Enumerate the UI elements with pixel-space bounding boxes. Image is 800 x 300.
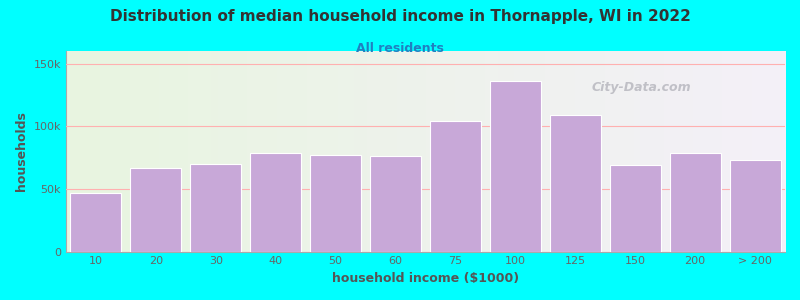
Bar [310, 155, 361, 252]
Bar [670, 152, 721, 252]
Bar [730, 160, 781, 252]
Bar [550, 115, 601, 252]
X-axis label: household income ($1000): household income ($1000) [332, 272, 519, 285]
Text: Distribution of median household income in Thornapple, WI in 2022: Distribution of median household income … [110, 9, 690, 24]
Bar [370, 156, 421, 252]
Text: All residents: All residents [356, 42, 444, 55]
Bar [130, 168, 182, 252]
Y-axis label: households: households [15, 111, 28, 191]
Text: City-Data.com: City-Data.com [591, 81, 691, 94]
Bar [70, 193, 122, 252]
Bar [250, 152, 301, 252]
Bar [430, 121, 481, 252]
Bar [490, 81, 541, 252]
Bar [610, 165, 661, 252]
Bar [190, 164, 241, 252]
